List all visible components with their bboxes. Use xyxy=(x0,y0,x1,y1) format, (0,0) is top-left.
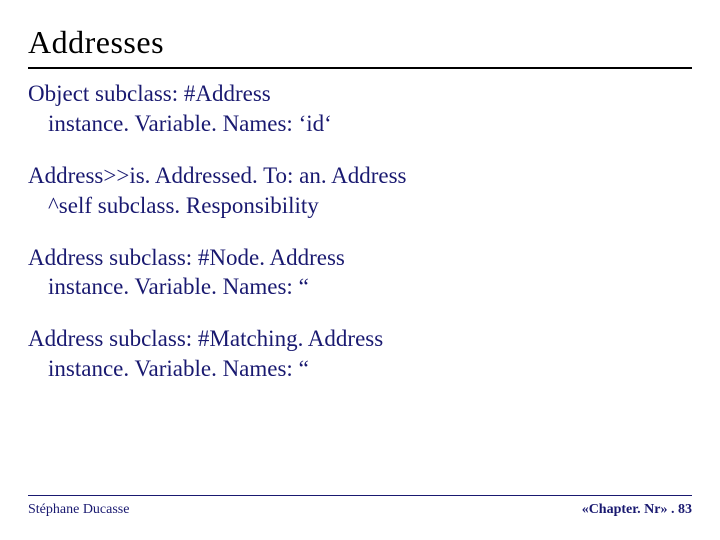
code-line: instance. Variable. Names: ‘id‘ xyxy=(28,109,692,139)
footer-author: Stéphane Ducasse xyxy=(28,502,129,518)
footer-page: «Chapter. Nr» . 83 xyxy=(582,502,692,518)
code-line: instance. Variable. Names: “ xyxy=(28,354,692,384)
code-line: instance. Variable. Names: “ xyxy=(28,272,692,302)
code-line: ^self subclass. Responsibility xyxy=(28,191,692,221)
slide: Addresses Object subclass: #Address inst… xyxy=(0,0,720,540)
footer-rule xyxy=(28,495,692,496)
title-rule xyxy=(28,67,692,69)
slide-title: Addresses xyxy=(28,24,692,61)
code-block: Address subclass: #Matching. Address ins… xyxy=(28,324,692,384)
code-line: Address subclass: #Node. Address xyxy=(28,243,692,273)
footer-row: Stéphane Ducasse «Chapter. Nr» . 83 xyxy=(28,502,692,518)
code-block: Object subclass: #Address instance. Vari… xyxy=(28,79,692,139)
slide-footer: Stéphane Ducasse «Chapter. Nr» . 83 xyxy=(28,495,692,518)
code-line: Address>>is. Addressed. To: an. Address xyxy=(28,161,692,191)
code-line: Address subclass: #Matching. Address xyxy=(28,324,692,354)
code-block: Address subclass: #Node. Address instanc… xyxy=(28,243,692,303)
slide-content: Object subclass: #Address instance. Vari… xyxy=(28,79,692,384)
code-line: Object subclass: #Address xyxy=(28,79,692,109)
code-block: Address>>is. Addressed. To: an. Address … xyxy=(28,161,692,221)
